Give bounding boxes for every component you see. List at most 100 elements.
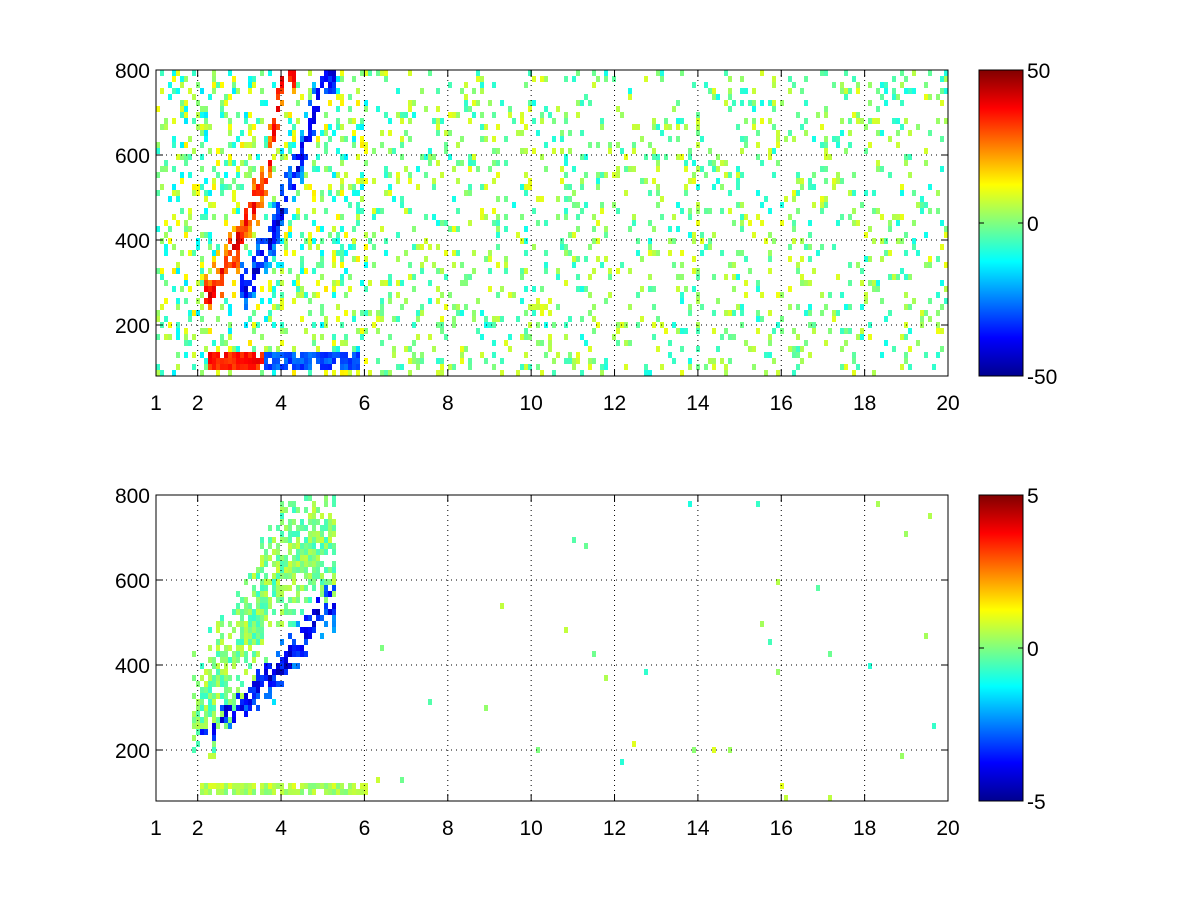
- top-heatmap-cell: [196, 190, 200, 196]
- top-heatmap-cell: [252, 142, 256, 148]
- top-heatmap-cell: [888, 310, 892, 316]
- top-heatmap-cell: [224, 262, 228, 268]
- top-heatmap-cell: [656, 202, 660, 208]
- top-heatmap-cell: [508, 292, 512, 298]
- top-heatmap-cell: [224, 220, 228, 226]
- top-heatmap-cell: [336, 352, 340, 358]
- top-heatmap-cell: [272, 322, 276, 328]
- top-heatmap-cell: [268, 316, 272, 322]
- top-heatmap-cell: [244, 298, 248, 304]
- bottom-heatmap-cell: [276, 621, 280, 627]
- bottom-heatmap-cell: [204, 681, 208, 687]
- top-heatmap-cell: [180, 286, 184, 292]
- top-heatmap-cell: [420, 352, 424, 358]
- top-heatmap-cell: [300, 94, 304, 100]
- bottom-heatmap-cell: [316, 573, 320, 579]
- bottom-heatmap-cell: [208, 699, 212, 705]
- bottom-heatmap-cell: [256, 675, 260, 681]
- top-heatmap-cell: [240, 160, 244, 166]
- top-heatmap-cell: [944, 262, 948, 268]
- top-heatmap-cell: [848, 262, 852, 268]
- top-heatmap-cell: [196, 244, 200, 250]
- top-heatmap-cell: [536, 220, 540, 226]
- top-heatmap-cell: [296, 292, 300, 298]
- top-heatmap-cell: [616, 166, 620, 172]
- bottom-heatmap-cell: [296, 549, 300, 555]
- bottom-plot-frame: [155, 494, 949, 802]
- top-heatmap-cell: [380, 304, 384, 310]
- top-heatmap-cell: [468, 106, 472, 112]
- top-x-tick-label: 20: [936, 392, 959, 415]
- top-heatmap-cell: [344, 364, 348, 370]
- top-heatmap-cell: [636, 292, 640, 298]
- top-heatmap-cell: [576, 358, 580, 364]
- top-heatmap-cell: [320, 262, 324, 268]
- top-heatmap-cell: [460, 358, 464, 364]
- top-heatmap-cell: [160, 166, 164, 172]
- top-heatmap-cell: [656, 184, 660, 190]
- top-heatmap-cell: [328, 88, 332, 94]
- bottom-heatmap-cell: [220, 693, 224, 699]
- top-heatmap-cell: [720, 160, 724, 166]
- top-heatmap-cell: [200, 268, 204, 274]
- top-heatmap-cell: [264, 178, 268, 184]
- bottom-heatmap-cell: [316, 567, 320, 573]
- top-heatmap-cell: [848, 130, 852, 136]
- top-heatmap-cell: [488, 256, 492, 262]
- top-heatmap-cell: [220, 280, 224, 286]
- top-heatmap-cell: [804, 244, 808, 250]
- top-heatmap-cell: [308, 118, 312, 124]
- top-heatmap-cell: [248, 292, 252, 298]
- bottom-heatmap-cell: [244, 603, 248, 609]
- top-heatmap-cell: [472, 310, 476, 316]
- top-heatmap-cell: [644, 364, 648, 370]
- top-heatmap-cell: [304, 352, 308, 358]
- top-heatmap-cell: [808, 244, 812, 250]
- top-heatmap-cell: [212, 364, 216, 370]
- top-heatmap-cell: [936, 190, 940, 196]
- top-heatmap-cell: [528, 304, 532, 310]
- top-heatmap-cell: [416, 310, 420, 316]
- top-heatmap-cell: [824, 340, 828, 346]
- top-heatmap-cell: [200, 106, 204, 112]
- top-heatmap-cell: [832, 82, 836, 88]
- bottom-heatmap-cell: [308, 555, 312, 561]
- top-heatmap-cell: [584, 286, 588, 292]
- top-heatmap-cell: [796, 178, 800, 184]
- bottom-heatmap-cell: [216, 651, 220, 657]
- top-heatmap-cell: [328, 352, 332, 358]
- bottom-heatmap-cell: [280, 531, 284, 537]
- top-heatmap-cell: [636, 238, 640, 244]
- top-heatmap-cell: [220, 292, 224, 298]
- top-heatmap-cell: [860, 334, 864, 340]
- top-heatmap-cell: [616, 328, 620, 334]
- top-heatmap-cell: [944, 232, 948, 238]
- top-heatmap-cell: [632, 166, 636, 172]
- top-heatmap-cell: [508, 334, 512, 340]
- bottom-heatmap-cell: [284, 537, 288, 543]
- top-heatmap-cell: [408, 370, 412, 376]
- bottom-heatmap-cell: [216, 621, 220, 627]
- top-heatmap-cell: [356, 88, 360, 94]
- top-heatmap-cell: [248, 316, 252, 322]
- top-heatmap-cell: [420, 304, 424, 310]
- top-heatmap-cell: [388, 370, 392, 376]
- top-heatmap-cell: [224, 364, 228, 370]
- top-heatmap-cell: [848, 304, 852, 310]
- top-heatmap-cell: [424, 172, 428, 178]
- top-heatmap-cell: [268, 166, 272, 172]
- top-heatmap-cell: [280, 304, 284, 310]
- top-colorbar-bar: [978, 69, 1024, 377]
- top-heatmap-cell: [300, 286, 304, 292]
- top-heatmap-cell: [176, 70, 180, 76]
- top-heatmap-cell: [316, 154, 320, 160]
- top-heatmap-cell: [240, 238, 244, 244]
- top-heatmap-cell: [520, 112, 524, 118]
- top-heatmap-cell: [756, 328, 760, 334]
- top-heatmap-cell: [936, 94, 940, 100]
- top-heatmap-cell: [820, 166, 824, 172]
- bottom-x-tick-label: 20: [936, 817, 959, 840]
- top-heatmap-cell: [324, 88, 328, 94]
- top-heatmap-cell: [916, 124, 920, 130]
- top-heatmap-cell: [840, 82, 844, 88]
